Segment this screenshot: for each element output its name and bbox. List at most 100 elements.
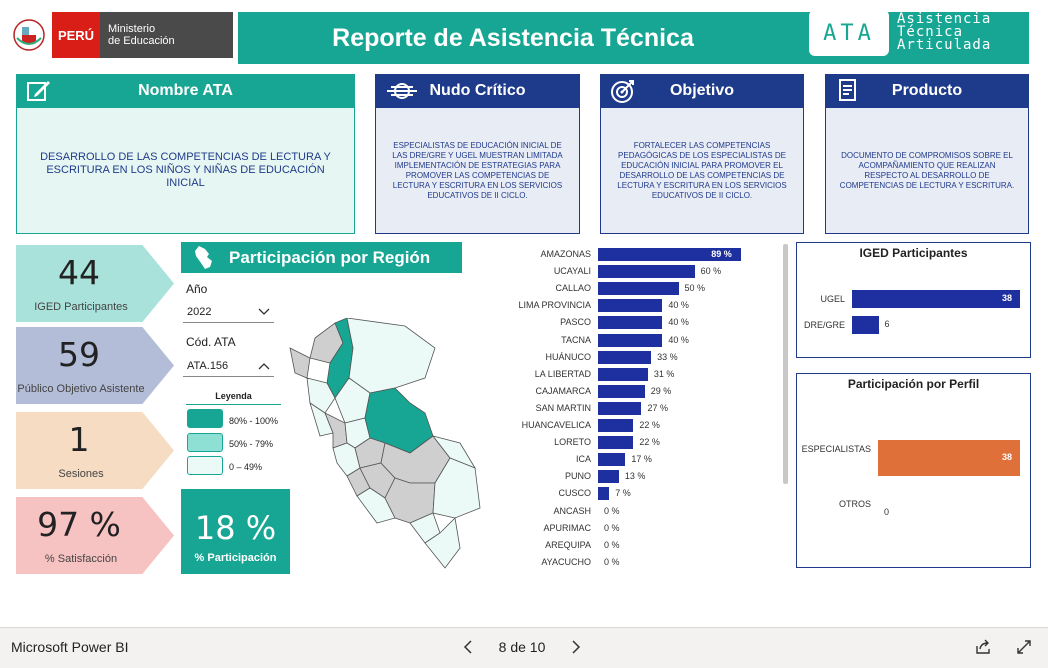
code-filter-label: Cód. ATA xyxy=(186,335,236,349)
ministry-logo: PERÚ Ministerio de Educación xyxy=(6,12,233,58)
legend-label-low: 0 – 49% xyxy=(229,462,263,472)
ata-badge: ATA xyxy=(809,10,889,56)
map-region-cajamarca[interactable] xyxy=(306,377,336,414)
card-nombre-header: Nombre ATA xyxy=(16,74,355,107)
kpi-satisfaccion: 97 % % Satisfacción xyxy=(16,497,174,574)
coat-of-arms-icon xyxy=(6,12,52,58)
region-bar-label: HUÁNUCO xyxy=(545,351,591,362)
region-bar[interactable] xyxy=(598,453,626,467)
peru-region-map xyxy=(289,318,481,569)
region-bar-label: LORETO xyxy=(554,437,591,448)
card-nudo-title: Nudo Crítico xyxy=(429,81,526,99)
year-filter-select[interactable]: 2022 xyxy=(183,302,274,323)
region-bar-label: CAJAMARCA xyxy=(535,385,591,396)
iged-panel-title: IGED Participantes xyxy=(859,246,968,260)
kpi-sesiones: 1 Sesiones xyxy=(16,412,174,489)
map-region-tacna[interactable] xyxy=(424,517,461,569)
region-bar[interactable] xyxy=(598,436,634,450)
app-name: Microsoft Power BI xyxy=(11,639,129,655)
region-bar-label: PUNO xyxy=(564,471,591,482)
region-bar[interactable] xyxy=(598,316,663,330)
perfil-chart-bar[interactable] xyxy=(878,440,1020,476)
chevron-up-icon xyxy=(258,363,270,370)
card-producto-body: DOCUMENTO DE COMPROMISOS SOBRE EL ACOMPA… xyxy=(825,107,1029,234)
next-page-icon[interactable] xyxy=(570,639,582,655)
card-nudo-body: ESPECIALISTAS DE EDUCACIÓN INICIAL DE LA… xyxy=(375,107,580,234)
region-bar-label: AYACUCHO xyxy=(541,556,591,567)
region-bar-value: 50 % xyxy=(684,283,706,294)
peru-map-icon xyxy=(195,246,212,269)
region-bar-value: 0 % xyxy=(604,505,620,516)
region-bar-value: 0 % xyxy=(604,539,620,550)
region-bar[interactable] xyxy=(598,401,642,415)
code-filter-select[interactable]: ATA.156 xyxy=(183,356,274,377)
region-bar[interactable] xyxy=(598,470,619,484)
card-nudo-header: Nudo Crítico xyxy=(375,74,580,107)
region-bar-value: 33 % xyxy=(657,351,678,362)
chart-scrollbar[interactable] xyxy=(783,244,788,484)
iged-participantes-panel: IGED Participantes UGEL 38 DRE/GRE 6 xyxy=(796,242,1031,358)
iged-chart-label: UGEL xyxy=(820,294,845,304)
region-panel-header: Participación por Región xyxy=(181,242,462,273)
region-bar-label: AMAZONAS xyxy=(540,249,591,259)
perfil-panel-title: Participación por Perfil xyxy=(847,377,980,391)
region-bar-value: 22 % xyxy=(639,420,660,430)
iged-chart-label: DRE/GRE xyxy=(803,320,845,330)
card-objetivo-header: Objetivo xyxy=(600,74,804,107)
participation-percent-card: 18 % % Participación xyxy=(181,489,290,574)
header-bar xyxy=(238,12,1029,64)
region-bar[interactable] xyxy=(598,248,742,261)
region-bar-label: SAN MARTIN xyxy=(535,402,591,413)
region-bar[interactable] xyxy=(598,299,663,313)
card-producto-title: Producto xyxy=(891,81,963,99)
region-bar[interactable] xyxy=(598,350,652,364)
card-objetivo-title: Objetivo xyxy=(669,81,734,99)
powerbi-footer xyxy=(0,627,1048,668)
chevron-down-icon xyxy=(258,308,270,315)
fullscreen-icon[interactable] xyxy=(1015,638,1033,656)
previous-page-icon[interactable] xyxy=(462,639,474,655)
region-bar[interactable] xyxy=(598,487,610,501)
region-bar-label: LA LIBERTAD xyxy=(534,368,591,379)
region-bar-label: ANCASH xyxy=(553,505,591,516)
perfil-chart-label: OTROS xyxy=(838,499,871,509)
region-bar-value: 40 % xyxy=(668,334,689,345)
region-bar[interactable] xyxy=(598,282,679,296)
legend-label-high: 80% - 100% xyxy=(229,416,279,426)
iged-chart-value: 6 xyxy=(884,319,890,329)
region-bar[interactable] xyxy=(598,265,695,279)
region-bar-value: 17 % xyxy=(631,454,652,465)
region-bar[interactable] xyxy=(598,384,645,398)
target-icon xyxy=(611,80,634,103)
participation-percent-label: % Participación xyxy=(194,552,277,564)
region-bar-label: TACNA xyxy=(561,334,591,345)
card-producto-header: Producto xyxy=(825,74,1029,107)
card-nombre-title: Nombre ATA xyxy=(138,81,233,99)
iged-chart-bar[interactable] xyxy=(852,290,1020,308)
region-bar-value: 22 % xyxy=(639,437,660,448)
ata-full-name: Asistencia Técnica Articulada xyxy=(897,11,992,53)
region-bar[interactable] xyxy=(598,419,634,432)
share-icon[interactable] xyxy=(974,638,992,656)
region-bar-label: CUSCO xyxy=(558,488,591,499)
region-bar-value: 0 % xyxy=(604,556,620,567)
map-region-loreto[interactable] xyxy=(346,318,436,394)
iged-chart-value: 38 xyxy=(1002,293,1013,303)
iged-chart-bar[interactable] xyxy=(852,316,879,334)
logo-ministry-text: Ministerio de Educación xyxy=(108,23,175,47)
region-bar-value: 13 % xyxy=(624,471,646,482)
map-region-piura[interactable] xyxy=(289,347,311,379)
region-bar[interactable] xyxy=(598,333,663,347)
region-bar-value: 27 % xyxy=(647,402,668,413)
region-bar-label: PASCO xyxy=(560,317,591,328)
edit-icon xyxy=(27,81,50,101)
region-bar-value: 40 % xyxy=(668,300,689,311)
perfil-chart-label: ESPECIALISTAS xyxy=(801,444,871,454)
kpi-iged-participantes: 44 IGED Participantes xyxy=(16,245,174,322)
region-bar-value: 89 % xyxy=(711,249,732,259)
region-bar-label: ICA xyxy=(575,454,591,465)
region-bar[interactable] xyxy=(598,367,648,381)
year-filter-label: Año xyxy=(186,282,208,296)
page-navigator: 8 de 10 xyxy=(462,636,582,658)
region-bar-value: 0 % xyxy=(604,522,620,533)
